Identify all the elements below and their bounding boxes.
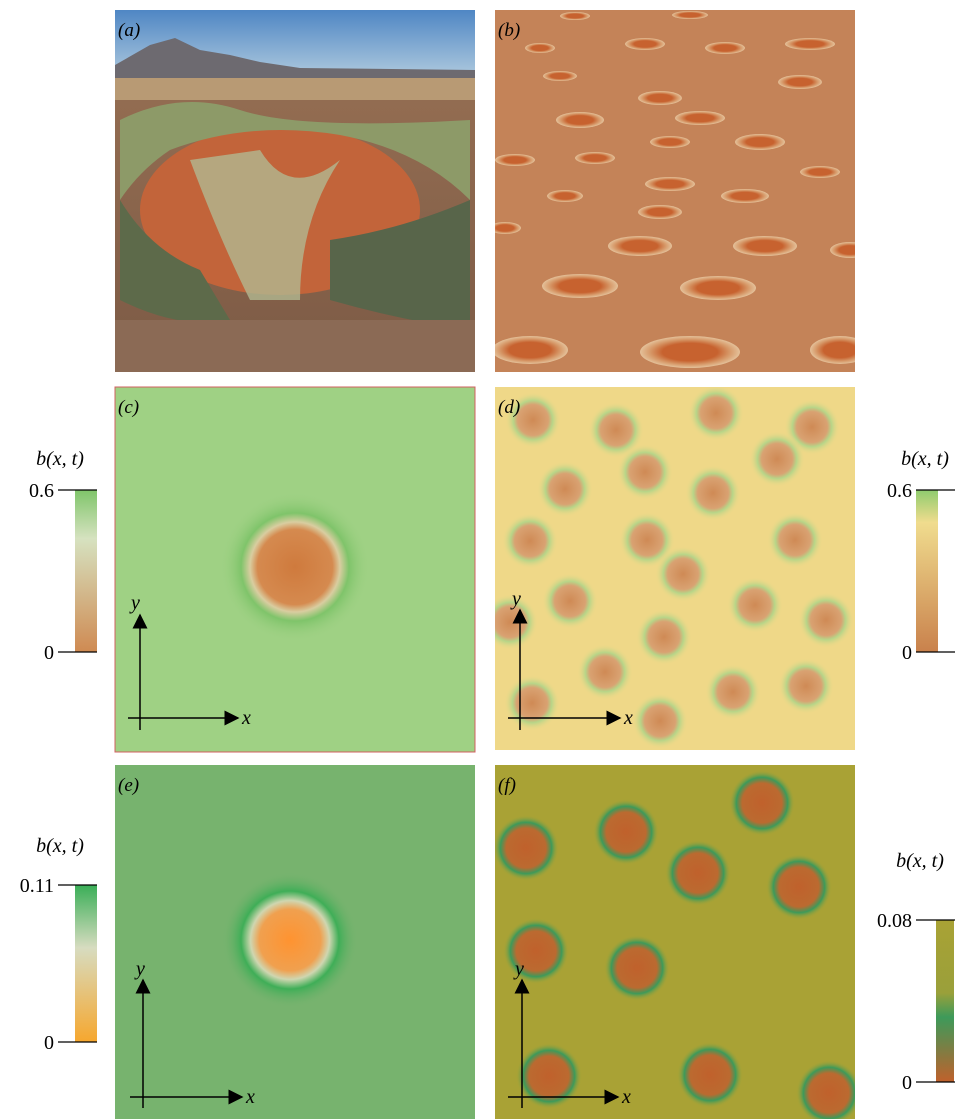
pattern-spot <box>575 152 615 164</box>
pattern-spot <box>688 385 744 441</box>
figure: (a) (b) (c) (d) (e) (f) x y x y x y x y … <box>0 0 955 1119</box>
colorbar-tick: 0 <box>44 1032 54 1054</box>
pattern-spot <box>800 166 840 178</box>
pattern-spot <box>525 43 555 53</box>
pattern-spot <box>798 592 854 648</box>
pattern-spot <box>729 770 795 836</box>
pattern-spot <box>721 189 769 203</box>
pattern-spot <box>547 190 583 202</box>
pattern-spot <box>560 12 590 20</box>
photo-b <box>489 10 870 372</box>
pattern-spot <box>502 513 558 569</box>
x-label: x <box>245 1086 255 1108</box>
pattern-spot <box>638 205 682 219</box>
pattern-spot <box>625 38 665 50</box>
y-label: y <box>134 958 145 980</box>
pattern-spot <box>638 91 682 105</box>
pattern-spot <box>640 336 740 368</box>
panel-label: (e) <box>118 775 139 796</box>
pattern-spot <box>593 799 659 865</box>
pattern-spot <box>537 461 593 517</box>
colorbar-tick: 0.6 <box>29 480 54 502</box>
x-label: x <box>623 707 633 729</box>
colorbar-tick: 0.6 <box>887 480 912 502</box>
pattern-spot <box>733 236 797 256</box>
colorbar-tick: 0.11 <box>20 875 54 897</box>
pattern-spot <box>705 42 745 54</box>
panel-label: (f) <box>498 775 516 796</box>
pattern-spot <box>503 918 569 984</box>
pattern-spot <box>542 274 618 298</box>
panel-label: (d) <box>498 397 520 418</box>
photo-a <box>115 10 475 372</box>
pattern-spot <box>482 594 538 650</box>
pattern-spot <box>632 693 688 749</box>
colorbar-tick: 0 <box>44 642 54 664</box>
pattern-spot <box>493 815 559 881</box>
pattern-spot <box>677 1042 743 1108</box>
pattern-spot <box>655 546 711 602</box>
pattern-spot <box>645 177 695 191</box>
pattern-spot <box>785 38 835 50</box>
pattern-spot <box>767 512 823 568</box>
pattern-spot <box>495 154 535 166</box>
pattern-spot <box>665 840 731 906</box>
panel-label: (b) <box>498 20 520 41</box>
pattern-spot <box>577 644 633 700</box>
pattern-spot <box>810 336 870 364</box>
pattern-spot <box>727 577 783 633</box>
pattern-spot <box>749 431 805 487</box>
colorbar-tick: 0 <box>902 642 912 664</box>
pattern-spot <box>675 111 725 125</box>
y-label: y <box>510 588 521 610</box>
pattern-spot <box>830 242 870 258</box>
panel-e <box>115 765 475 1119</box>
pattern-spot <box>705 664 761 720</box>
colorbar-title: b(x, t) <box>36 448 84 470</box>
pattern-spot <box>685 465 741 521</box>
y-label: y <box>129 592 140 614</box>
pattern-spot <box>778 75 822 89</box>
pattern-spot <box>608 236 672 256</box>
pattern-spot <box>516 1043 582 1109</box>
y-label: y <box>513 958 524 980</box>
colorbar-title: b(x, t) <box>901 448 949 470</box>
pattern-spot <box>766 854 832 920</box>
pattern-spot <box>680 276 756 300</box>
panel-d <box>482 385 855 750</box>
pattern-spot <box>778 658 834 714</box>
pattern-spot <box>617 444 673 500</box>
panel-label: (c) <box>118 397 139 418</box>
pattern-spot <box>556 112 604 128</box>
panel-f <box>493 765 862 1119</box>
x-label: x <box>241 707 251 729</box>
pattern-spot <box>650 136 690 148</box>
pattern-spot <box>735 134 785 150</box>
colorbar-tick: 0 <box>902 1072 912 1094</box>
pattern-spot <box>489 222 521 234</box>
panel-label: (a) <box>118 20 140 41</box>
colorbar-title: b(x, t) <box>36 835 84 857</box>
x-label: x <box>621 1086 631 1108</box>
pattern-spot <box>504 675 560 731</box>
colorbar-title: b(x, t) <box>896 850 944 872</box>
pattern-spot <box>492 336 568 364</box>
pattern-spot <box>543 71 577 81</box>
pattern-spot <box>542 573 598 629</box>
pattern-spot <box>672 11 708 19</box>
colorbar-tick: 0.08 <box>877 910 912 932</box>
panel-c <box>115 387 475 752</box>
pattern-spot <box>604 935 670 1001</box>
pattern-spot <box>636 609 692 665</box>
